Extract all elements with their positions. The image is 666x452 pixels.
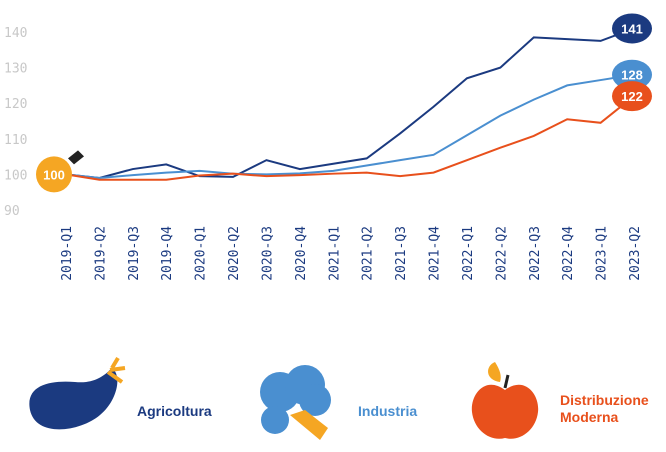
apple-icon bbox=[472, 362, 538, 439]
legend-label: Agricoltura bbox=[137, 403, 212, 420]
x-tick-label: 2022-Q1 bbox=[461, 226, 476, 281]
x-tick-label: 2019-Q4 bbox=[160, 226, 175, 281]
y-tick-label: 120 bbox=[4, 97, 27, 112]
x-tick-label: 2022-Q4 bbox=[561, 226, 576, 281]
legend-icons bbox=[0, 330, 666, 452]
x-tick-label: 2020-Q2 bbox=[227, 226, 242, 281]
legend-label: Industria bbox=[358, 403, 417, 420]
x-tick-label: 2020-Q3 bbox=[260, 226, 275, 281]
x-tick-label: 2023-Q2 bbox=[628, 226, 643, 281]
broccoli-icon bbox=[260, 365, 331, 440]
x-tick-label: 2020-Q4 bbox=[294, 226, 309, 281]
x-tick-label: 2022-Q3 bbox=[528, 226, 543, 281]
start-leaf bbox=[68, 150, 84, 164]
value-label: 128 bbox=[621, 68, 643, 83]
series-line bbox=[66, 28, 634, 178]
legend-label: Distribuzione Moderna bbox=[560, 392, 660, 426]
x-tick-label: 2021-Q1 bbox=[327, 226, 342, 281]
series-line bbox=[66, 75, 634, 178]
y-tick-label: 100 bbox=[4, 168, 27, 183]
y-tick-label: 140 bbox=[4, 26, 27, 41]
y-tick-label: 130 bbox=[4, 62, 27, 77]
chart: 90 100 110 120 130 140 2019-Q1 2019-Q2 2019-Q3 20… bbox=[0, 0, 666, 330]
eggplant-icon bbox=[29, 358, 125, 429]
value-label: 141 bbox=[621, 21, 643, 36]
x-tick-label: 2023-Q1 bbox=[595, 226, 610, 281]
value-label: 100 bbox=[43, 167, 65, 182]
y-tick-label: 90 bbox=[4, 204, 20, 219]
y-tick-label: 110 bbox=[4, 133, 27, 148]
x-tick-label: 2019-Q2 bbox=[93, 226, 108, 281]
x-tick-label: 2019-Q3 bbox=[127, 226, 142, 281]
page: 90 100 110 120 130 140 2019-Q1 2019-Q2 2019-Q3 20… bbox=[0, 0, 666, 452]
x-tick-label: 2021-Q3 bbox=[394, 226, 409, 281]
value-label: 122 bbox=[621, 89, 643, 104]
x-tick-label: 2020-Q1 bbox=[194, 226, 209, 281]
x-tick-label: 2021-Q4 bbox=[428, 226, 443, 281]
x-tick-label: 2022-Q2 bbox=[494, 226, 509, 281]
x-tick-label: 2019-Q1 bbox=[60, 226, 75, 281]
x-tick-label: 2021-Q2 bbox=[361, 226, 376, 281]
